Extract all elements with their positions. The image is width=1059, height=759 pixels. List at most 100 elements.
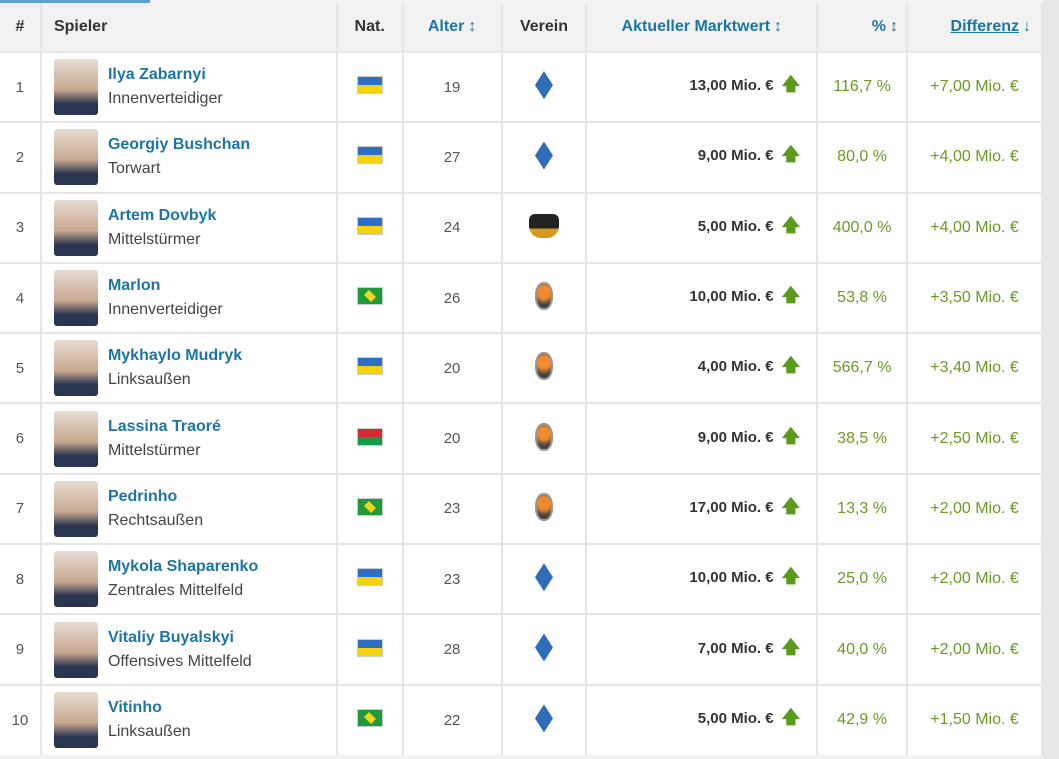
scrollbar-track[interactable] bbox=[1043, 0, 1059, 759]
player-name-link[interactable]: Marlon bbox=[107, 277, 161, 295]
club-shakhtar-logo-icon[interactable] bbox=[534, 422, 553, 451]
header-difference-label: Differenz bbox=[950, 18, 1019, 35]
club-dynamo-logo-icon[interactable] bbox=[534, 563, 553, 592]
rank: 6 bbox=[0, 402, 42, 474]
percent-change: 42,9 % bbox=[817, 683, 909, 755]
player-position: Linksaußen bbox=[107, 371, 191, 389]
sort-icon: ↕ bbox=[774, 18, 783, 35]
rank: 7 bbox=[0, 472, 42, 545]
player-position: Innenverteidiger bbox=[107, 90, 223, 108]
arrow-up-icon: 🡅 bbox=[781, 425, 801, 446]
rank: 8 bbox=[0, 543, 42, 615]
player-photo[interactable] bbox=[53, 692, 98, 749]
table-row: 1 Ilya Zabarnyi Innenverteidiger 19 13,0… bbox=[0, 50, 1043, 123]
player-name-link[interactable]: Lassina Traoré bbox=[107, 417, 221, 435]
player-photo[interactable] bbox=[53, 59, 98, 116]
flag-ua-icon bbox=[356, 357, 383, 376]
market-value: 5,00 Mio. € bbox=[697, 217, 774, 235]
age: 23 bbox=[402, 543, 503, 615]
player-photo[interactable] bbox=[53, 621, 98, 678]
header-value-label: Aktueller Marktwert bbox=[621, 18, 771, 35]
header-value-sort[interactable]: Aktueller Marktwert ↕ bbox=[586, 3, 819, 52]
arrow-up-icon: 🡅 bbox=[781, 285, 801, 306]
age: 28 bbox=[402, 613, 503, 685]
header-age-label: Alter bbox=[427, 18, 465, 35]
arrow-up-icon: 🡅 bbox=[781, 636, 801, 657]
sort-icon: ↕ bbox=[890, 18, 899, 35]
flag-br-icon bbox=[356, 497, 383, 516]
player-name-link[interactable]: Pedrinho bbox=[107, 487, 178, 505]
flag-bf-icon bbox=[356, 427, 383, 446]
header-percent-sort[interactable]: % ↕ bbox=[817, 3, 909, 52]
player-photo[interactable] bbox=[53, 480, 98, 537]
arrow-up-icon: 🡅 bbox=[781, 144, 801, 165]
percent-change: 25,0 % bbox=[817, 543, 909, 615]
value-difference: +7,00 Mio. € bbox=[907, 50, 1043, 123]
club-dynamo-logo-icon[interactable] bbox=[534, 633, 553, 662]
percent-change: 566,7 % bbox=[817, 332, 909, 404]
table-row: 2 Georgiy Bushchan Torwart 27 9,00 Mio. … bbox=[0, 121, 1043, 193]
rank: 1 bbox=[0, 50, 42, 123]
percent-change: 400,0 % bbox=[817, 191, 909, 263]
player-name-link[interactable]: Mykola Shaparenko bbox=[107, 558, 259, 576]
table-row: 10 Vitinho Linksaußen 22 5,00 Mio. € 🡅 42… bbox=[0, 683, 1043, 755]
rank: 4 bbox=[0, 261, 42, 334]
player-photo[interactable] bbox=[53, 129, 98, 186]
player-photo[interactable] bbox=[53, 340, 98, 397]
player-photo[interactable] bbox=[53, 199, 98, 256]
header-age-sort[interactable]: Alter ↕ bbox=[402, 3, 503, 52]
club-dnipro-logo-icon[interactable] bbox=[528, 213, 559, 238]
value-difference: +1,50 Mio. € bbox=[907, 683, 1043, 755]
value-difference: +4,00 Mio. € bbox=[907, 191, 1043, 263]
rank: 3 bbox=[0, 191, 42, 263]
player-photo[interactable] bbox=[53, 410, 98, 467]
header-club: Verein bbox=[501, 3, 588, 52]
player-name-link[interactable]: Ilya Zabarnyi bbox=[107, 66, 206, 84]
table-row: 6 Lassina Traoré Mittelstürmer 20 9,00 M… bbox=[0, 402, 1043, 474]
player-position: Innenverteidiger bbox=[107, 301, 223, 319]
market-value: 10,00 Mio. € bbox=[689, 569, 774, 587]
market-value: 7,00 Mio. € bbox=[697, 639, 774, 657]
player-name-link[interactable]: Vitinho bbox=[107, 699, 162, 717]
active-tab-indicator bbox=[0, 0, 150, 3]
table-row: 4 Marlon Innenverteidiger 26 10,00 Mio. … bbox=[0, 261, 1043, 334]
flag-br-icon bbox=[356, 287, 383, 306]
player-photo[interactable] bbox=[53, 270, 98, 327]
arrow-up-icon: 🡅 bbox=[781, 495, 801, 516]
age: 22 bbox=[402, 683, 503, 755]
market-value: 5,00 Mio. € bbox=[697, 710, 774, 728]
sort-icon: ↕ bbox=[468, 18, 477, 35]
club-dynamo-logo-icon[interactable] bbox=[534, 141, 553, 170]
player-position: Rechtsaußen bbox=[107, 511, 204, 529]
club-shakhtar-logo-icon[interactable] bbox=[534, 492, 553, 521]
percent-change: 40,0 % bbox=[817, 613, 909, 685]
flag-ua-icon bbox=[356, 216, 383, 235]
table-row: 3 Artem Dovbyk Mittelstürmer 24 5,00 Mio… bbox=[0, 191, 1043, 263]
rank: 9 bbox=[0, 613, 42, 685]
player-name-link[interactable]: Vitaliy Buyalskyi bbox=[107, 628, 234, 646]
flag-ua-icon bbox=[356, 568, 383, 587]
club-dynamo-logo-icon[interactable] bbox=[534, 71, 553, 100]
flag-br-icon bbox=[356, 709, 383, 728]
player-photo[interactable] bbox=[53, 551, 98, 608]
value-difference: +3,50 Mio. € bbox=[907, 261, 1043, 334]
player-position: Offensives Mittelfeld bbox=[107, 652, 252, 670]
value-difference: +2,00 Mio. € bbox=[907, 613, 1043, 685]
rank: 5 bbox=[0, 332, 42, 404]
table-row: 7 Pedrinho Rechtsaußen 23 17,00 Mio. € 🡅 … bbox=[0, 472, 1043, 545]
market-value: 13,00 Mio. € bbox=[689, 77, 774, 95]
percent-change: 13,3 % bbox=[817, 472, 909, 545]
player-name-link[interactable]: Artem Dovbyk bbox=[107, 206, 217, 224]
value-difference: +4,00 Mio. € bbox=[907, 121, 1043, 193]
player-name-link[interactable]: Georgiy Bushchan bbox=[107, 136, 251, 154]
age: 27 bbox=[402, 121, 503, 193]
header-percent-label: % bbox=[871, 18, 887, 35]
club-shakhtar-logo-icon[interactable] bbox=[534, 282, 553, 311]
club-shakhtar-logo-icon[interactable] bbox=[534, 352, 553, 381]
player-position: Linksaußen bbox=[107, 723, 191, 741]
rank: 2 bbox=[0, 121, 42, 193]
player-position: Zentrales Mittelfeld bbox=[107, 582, 244, 600]
club-dynamo-logo-icon[interactable] bbox=[534, 704, 553, 733]
player-name-link[interactable]: Mykhaylo Mudryk bbox=[107, 347, 243, 365]
header-difference-sort[interactable]: Differenz ↓ bbox=[907, 3, 1043, 52]
